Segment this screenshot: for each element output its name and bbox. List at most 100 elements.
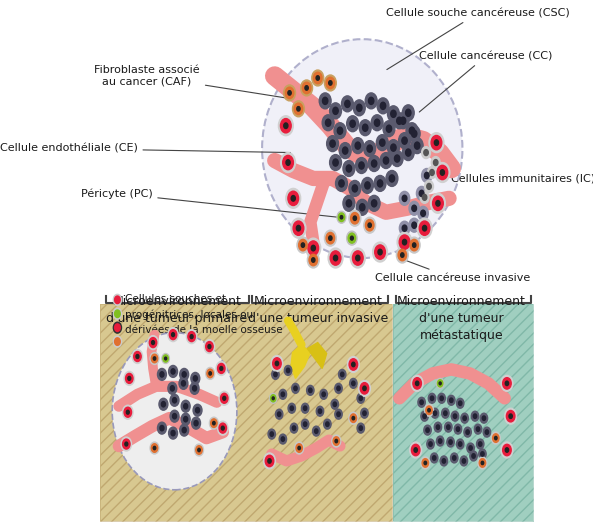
Circle shape (279, 116, 294, 135)
Circle shape (357, 423, 365, 433)
Circle shape (265, 455, 274, 467)
Circle shape (503, 444, 511, 456)
Circle shape (470, 451, 477, 461)
Circle shape (375, 245, 385, 259)
Circle shape (280, 119, 291, 133)
Circle shape (398, 249, 407, 261)
Circle shape (193, 404, 202, 416)
Circle shape (343, 147, 348, 154)
Circle shape (318, 409, 321, 414)
Circle shape (501, 375, 513, 392)
Circle shape (371, 115, 383, 131)
Circle shape (349, 359, 358, 370)
Circle shape (431, 193, 445, 213)
Circle shape (284, 123, 288, 129)
Circle shape (449, 398, 453, 403)
Circle shape (410, 442, 422, 458)
Circle shape (402, 195, 407, 201)
Circle shape (447, 425, 450, 430)
Circle shape (431, 396, 433, 401)
Circle shape (403, 239, 407, 245)
Circle shape (309, 255, 318, 266)
Circle shape (413, 378, 422, 389)
Circle shape (333, 159, 338, 166)
Circle shape (419, 190, 424, 197)
Bar (100, 304, 392, 521)
Circle shape (387, 106, 399, 122)
Circle shape (301, 403, 309, 413)
Circle shape (364, 141, 375, 157)
Circle shape (357, 393, 365, 403)
Circle shape (503, 378, 511, 389)
Circle shape (298, 446, 301, 450)
Circle shape (365, 219, 374, 231)
Circle shape (429, 133, 444, 153)
Circle shape (406, 109, 411, 116)
Circle shape (330, 140, 335, 147)
Circle shape (428, 167, 436, 179)
Circle shape (457, 398, 464, 408)
Circle shape (506, 411, 515, 422)
Circle shape (378, 249, 382, 255)
Circle shape (408, 237, 420, 253)
Circle shape (307, 252, 319, 268)
Circle shape (356, 158, 368, 173)
Circle shape (480, 413, 487, 423)
Circle shape (335, 440, 337, 443)
Circle shape (412, 130, 417, 137)
Circle shape (339, 143, 351, 159)
Circle shape (190, 383, 199, 394)
Circle shape (418, 397, 425, 407)
Circle shape (275, 361, 279, 366)
Circle shape (151, 354, 158, 363)
Circle shape (377, 98, 389, 114)
Circle shape (412, 444, 420, 456)
Circle shape (180, 424, 189, 436)
Circle shape (288, 403, 295, 413)
Circle shape (481, 461, 484, 465)
Circle shape (184, 404, 187, 409)
Circle shape (428, 408, 431, 412)
Circle shape (350, 236, 353, 240)
Circle shape (367, 145, 372, 152)
Circle shape (293, 221, 304, 236)
Circle shape (114, 324, 120, 331)
Circle shape (374, 119, 380, 126)
Circle shape (330, 251, 341, 265)
Circle shape (380, 153, 392, 169)
Circle shape (168, 383, 177, 394)
Circle shape (328, 248, 343, 268)
Circle shape (473, 414, 477, 418)
Circle shape (301, 80, 313, 96)
Circle shape (447, 437, 454, 447)
Circle shape (359, 120, 371, 135)
Circle shape (314, 429, 318, 433)
Circle shape (332, 435, 341, 447)
Text: Cellule cancéreuse (CC): Cellule cancéreuse (CC) (419, 51, 553, 112)
Circle shape (121, 437, 132, 451)
Circle shape (365, 182, 370, 189)
Circle shape (326, 232, 334, 244)
Polygon shape (307, 343, 327, 368)
Circle shape (398, 133, 410, 149)
Circle shape (150, 353, 159, 365)
Circle shape (432, 456, 436, 460)
Circle shape (305, 86, 308, 90)
Circle shape (428, 393, 436, 403)
Circle shape (272, 369, 279, 379)
Circle shape (182, 372, 186, 377)
Circle shape (193, 376, 197, 381)
Circle shape (461, 413, 468, 423)
Circle shape (123, 439, 130, 449)
Circle shape (333, 255, 337, 261)
Circle shape (466, 430, 469, 434)
Circle shape (374, 175, 386, 191)
Circle shape (204, 339, 215, 354)
Circle shape (383, 157, 388, 164)
Circle shape (324, 419, 331, 429)
Circle shape (432, 196, 444, 210)
Circle shape (343, 161, 355, 177)
Circle shape (285, 365, 292, 375)
Circle shape (424, 425, 431, 435)
Circle shape (436, 436, 444, 446)
